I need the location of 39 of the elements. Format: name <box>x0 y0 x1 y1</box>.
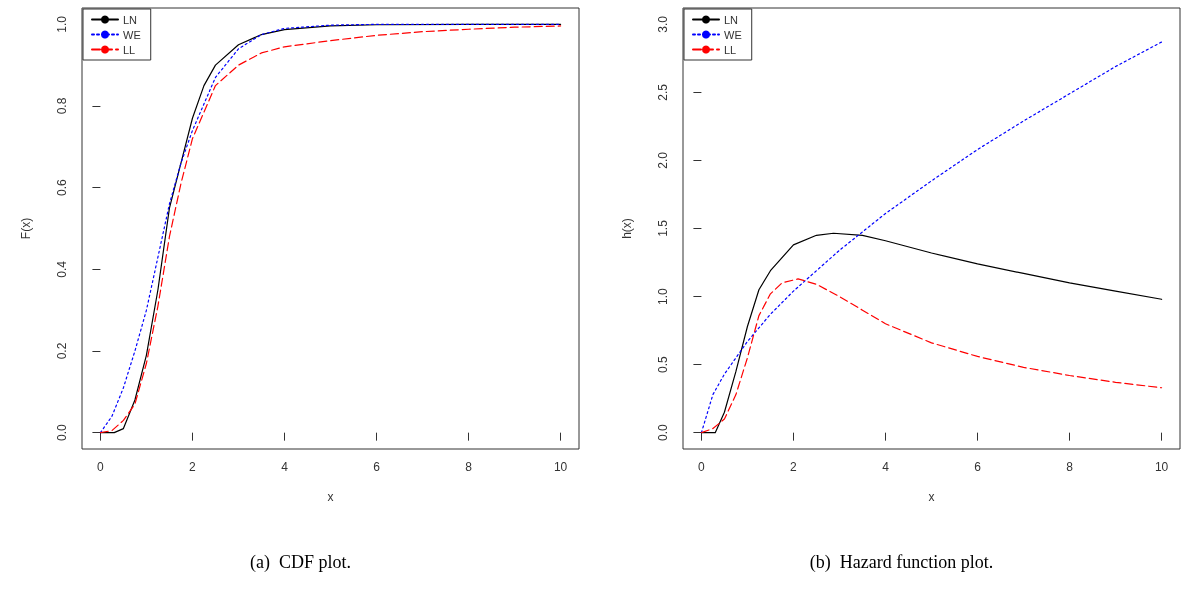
x-tick-label: 10 <box>1154 460 1169 474</box>
x-tick-label: 6 <box>974 460 982 474</box>
text: (b) Hazard function plot. <box>809 552 994 573</box>
x-tick-label: 2 <box>790 460 798 474</box>
y-tick-label: 0.0 <box>55 424 69 442</box>
x-tick-label: 0 <box>97 460 105 474</box>
x-tick-label: 10 <box>553 460 568 474</box>
x-tick-label: 2 <box>189 460 197 474</box>
x-tick-label: 0 <box>698 460 706 474</box>
line-series <box>700 41 1163 434</box>
y-tick-label: 0.4 <box>55 260 69 278</box>
y-tick-label: 0.5 <box>656 355 670 373</box>
y-axis-title: h(x) <box>620 218 634 239</box>
y-tick-label: 0.0 <box>656 424 670 442</box>
y-tick-label: 3.0 <box>656 15 670 33</box>
y-tick-label: 0.2 <box>55 342 69 360</box>
y-tick-label: 2.0 <box>656 151 670 169</box>
x-tick-label: 8 <box>465 460 473 474</box>
legend-label: LL <box>123 43 136 56</box>
y-tick-label: 1.0 <box>656 287 670 305</box>
y-tick-label: 2.5 <box>656 83 670 101</box>
legend-label: WE <box>123 28 141 41</box>
x-axis-title: x <box>928 490 935 504</box>
legend-label: LN <box>724 13 739 26</box>
legend-label: LL <box>724 43 737 56</box>
y-tick-label: 1.0 <box>55 15 69 33</box>
x-tick-label: 8 <box>1066 460 1074 474</box>
line-series <box>700 278 1163 434</box>
legend-label: WE <box>724 28 742 41</box>
x-axis-title: x <box>327 490 334 504</box>
x-tick-label: 4 <box>882 460 890 474</box>
y-tick-label: 0.8 <box>55 97 69 115</box>
legend-label: LN <box>123 13 138 26</box>
y-tick-label: 1.5 <box>656 219 670 237</box>
y-tick-label: 0.6 <box>55 179 69 197</box>
text: (a) CDF plot. <box>250 552 351 573</box>
y-axis-title: F(x) <box>19 217 33 240</box>
x-tick-label: 6 <box>373 460 381 474</box>
x-tick-label: 4 <box>281 460 289 474</box>
